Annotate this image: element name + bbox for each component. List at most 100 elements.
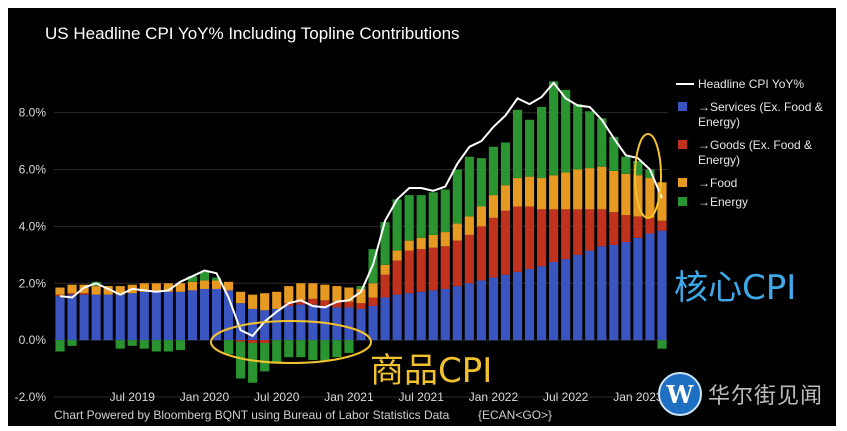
legend-label-line: Energy) xyxy=(698,153,740,167)
bar-segment xyxy=(380,264,390,275)
bar-segment xyxy=(380,274,390,298)
bar-segment xyxy=(260,310,270,341)
y-tick-label: -2.0% xyxy=(15,390,47,404)
y-tick-label: 6.0% xyxy=(19,163,47,177)
bar-segment xyxy=(537,106,547,179)
bar-segment xyxy=(597,246,607,341)
bar-segment xyxy=(657,182,667,221)
source-code: {ECAN<GO>} xyxy=(478,408,552,422)
bar-segment xyxy=(67,284,77,294)
bar-segment xyxy=(537,266,547,341)
bar-segment xyxy=(356,286,366,289)
x-tick-label: Jan 2021 xyxy=(324,390,374,404)
y-tick-label: 0.0% xyxy=(19,333,47,347)
bar-segment xyxy=(404,240,414,251)
y-tick-label: 2.0% xyxy=(19,276,47,290)
bar-segment xyxy=(464,234,474,284)
bar-segment xyxy=(187,276,198,282)
bar-segment xyxy=(308,298,318,305)
legend-box-swatch xyxy=(678,140,687,149)
bar-segment xyxy=(404,250,414,294)
bar-segment xyxy=(524,206,535,270)
bar-segment xyxy=(284,303,294,307)
bar-segment xyxy=(127,293,137,341)
bar-segment xyxy=(211,288,222,341)
bar-segment xyxy=(464,156,474,217)
bar-segment xyxy=(476,280,486,341)
bar-segment xyxy=(573,254,583,341)
bar-segment xyxy=(380,222,390,265)
bar-segment xyxy=(115,294,125,341)
bar-segment xyxy=(139,340,149,349)
bar-segment xyxy=(512,271,523,341)
bar-segment xyxy=(356,308,366,341)
bar-segment xyxy=(380,297,390,341)
bar-segment xyxy=(199,288,210,341)
bar-segment xyxy=(464,283,474,341)
goods-highlight-ellipse xyxy=(210,320,372,364)
bar-segment xyxy=(272,291,282,309)
bar-segment xyxy=(440,246,450,289)
chart-frame: US Headline CPI YoY% Including Topline C… xyxy=(8,8,836,426)
legend-box-swatch xyxy=(678,197,687,206)
bar-segment xyxy=(296,304,306,341)
bar-segment xyxy=(585,111,595,169)
bar-segment xyxy=(308,283,318,299)
bar-segment xyxy=(488,195,499,218)
bar-segment xyxy=(440,288,450,341)
bar-segment xyxy=(79,294,89,341)
bar-segment xyxy=(549,209,559,262)
bar-segment xyxy=(657,220,667,231)
bar-segment xyxy=(428,192,438,235)
bar-segment xyxy=(248,342,258,383)
bar-segment xyxy=(284,286,294,304)
bar-segment xyxy=(573,104,583,170)
bar-segment xyxy=(452,169,462,224)
bar-segment xyxy=(488,217,499,278)
bar-segment xyxy=(633,216,643,238)
bar-segment xyxy=(296,283,306,301)
bar-segment xyxy=(657,230,667,341)
bar-segment xyxy=(248,340,258,343)
bar-segment xyxy=(344,301,354,308)
legend-label: Headline CPI YoY% xyxy=(698,77,804,91)
x-tick-label: Jan 2023 xyxy=(613,390,663,404)
bar-segment xyxy=(163,283,173,292)
bar-segment xyxy=(645,169,655,179)
x-tick-label: Jan 2022 xyxy=(469,390,519,404)
bar-segment xyxy=(151,283,161,292)
bar-segment xyxy=(368,297,378,307)
bar-segment xyxy=(585,209,595,251)
bar-segment xyxy=(573,169,583,210)
bar-segment xyxy=(573,209,583,255)
bar-segment xyxy=(79,284,89,294)
bar-segment xyxy=(332,340,342,358)
bar-segment xyxy=(416,249,426,292)
legend-label: →Goods (Ex. Food & Energy) xyxy=(698,138,812,167)
bar-segment xyxy=(296,300,306,305)
bar-segment xyxy=(512,109,523,179)
bar-segment xyxy=(187,290,198,341)
legend-label: →Food xyxy=(698,176,737,190)
bar-segment xyxy=(187,281,198,291)
bar-segment xyxy=(464,216,474,235)
bar-segment xyxy=(500,185,511,211)
bar-segment xyxy=(344,307,354,341)
bar-segment xyxy=(356,303,366,309)
legend-label: →Services (Ex. Food & Energy) xyxy=(698,100,823,129)
bar-segment xyxy=(151,291,161,341)
bar-segment xyxy=(139,283,149,292)
legend-label-line: →Energy xyxy=(698,195,748,209)
bar-segment xyxy=(609,170,619,213)
bar-segment xyxy=(55,296,65,341)
headline-line xyxy=(59,81,663,338)
bar-segment xyxy=(356,288,366,304)
bar-segment xyxy=(585,250,595,341)
bar-segment xyxy=(199,280,210,289)
bar-segment xyxy=(236,340,246,342)
core-highlight-ellipse xyxy=(634,133,662,219)
bar-segment xyxy=(597,209,607,247)
bar-segment xyxy=(55,294,65,297)
bar-segment xyxy=(139,291,149,341)
bar-segment xyxy=(320,300,330,307)
